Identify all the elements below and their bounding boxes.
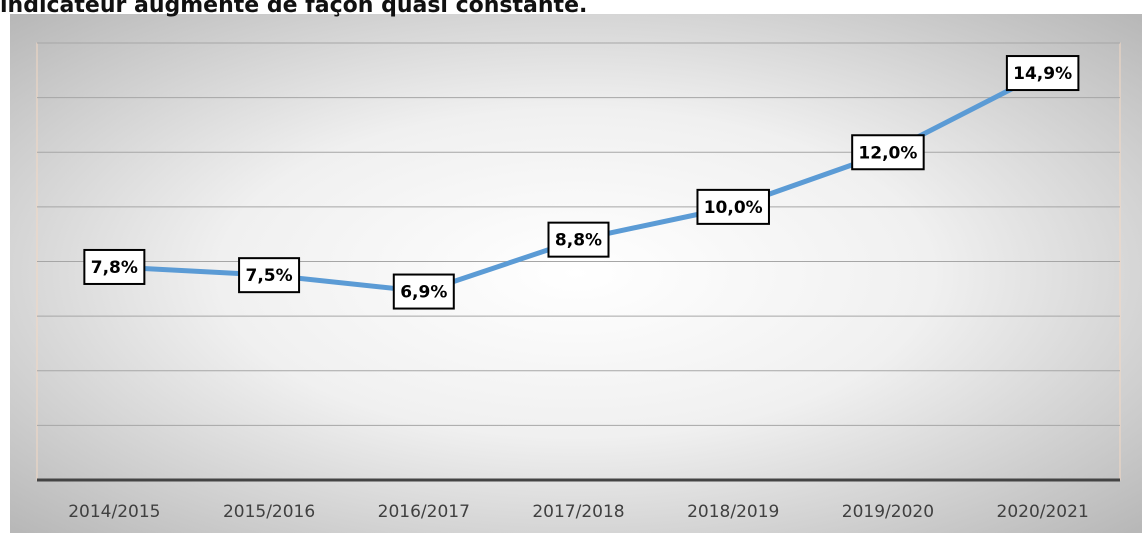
chart-title: indicateur augmente de façon quasi const… bbox=[0, 0, 587, 18]
data-label-box bbox=[238, 257, 301, 294]
x-tick-label: 2019/2020 bbox=[842, 502, 934, 522]
data-label-box bbox=[696, 188, 770, 225]
x-tick-label: 2015/2016 bbox=[223, 502, 315, 522]
data-label: 12,0% bbox=[858, 143, 917, 163]
data-label: 6,9% bbox=[400, 283, 447, 303]
data-label: 7,5% bbox=[245, 266, 292, 286]
x-tick-label: 2016/2017 bbox=[378, 502, 470, 522]
data-label: 14,9% bbox=[1013, 64, 1072, 84]
data-label: 8,8% bbox=[555, 231, 602, 251]
data-label-box bbox=[83, 248, 146, 285]
x-tick-label: 2017/2018 bbox=[532, 502, 624, 522]
data-label-box bbox=[851, 134, 925, 171]
data-label-box bbox=[1005, 55, 1080, 92]
x-tick-label: 2014/2015 bbox=[68, 502, 160, 522]
data-label: 7,8% bbox=[91, 258, 138, 278]
data-label: 10,0% bbox=[704, 198, 763, 218]
x-tick-label: 2020/2021 bbox=[997, 502, 1089, 522]
data-label-box bbox=[547, 221, 610, 258]
x-tick-label: 2018/2019 bbox=[687, 502, 779, 522]
data-label-box bbox=[392, 273, 455, 310]
chart-background bbox=[10, 14, 1142, 533]
